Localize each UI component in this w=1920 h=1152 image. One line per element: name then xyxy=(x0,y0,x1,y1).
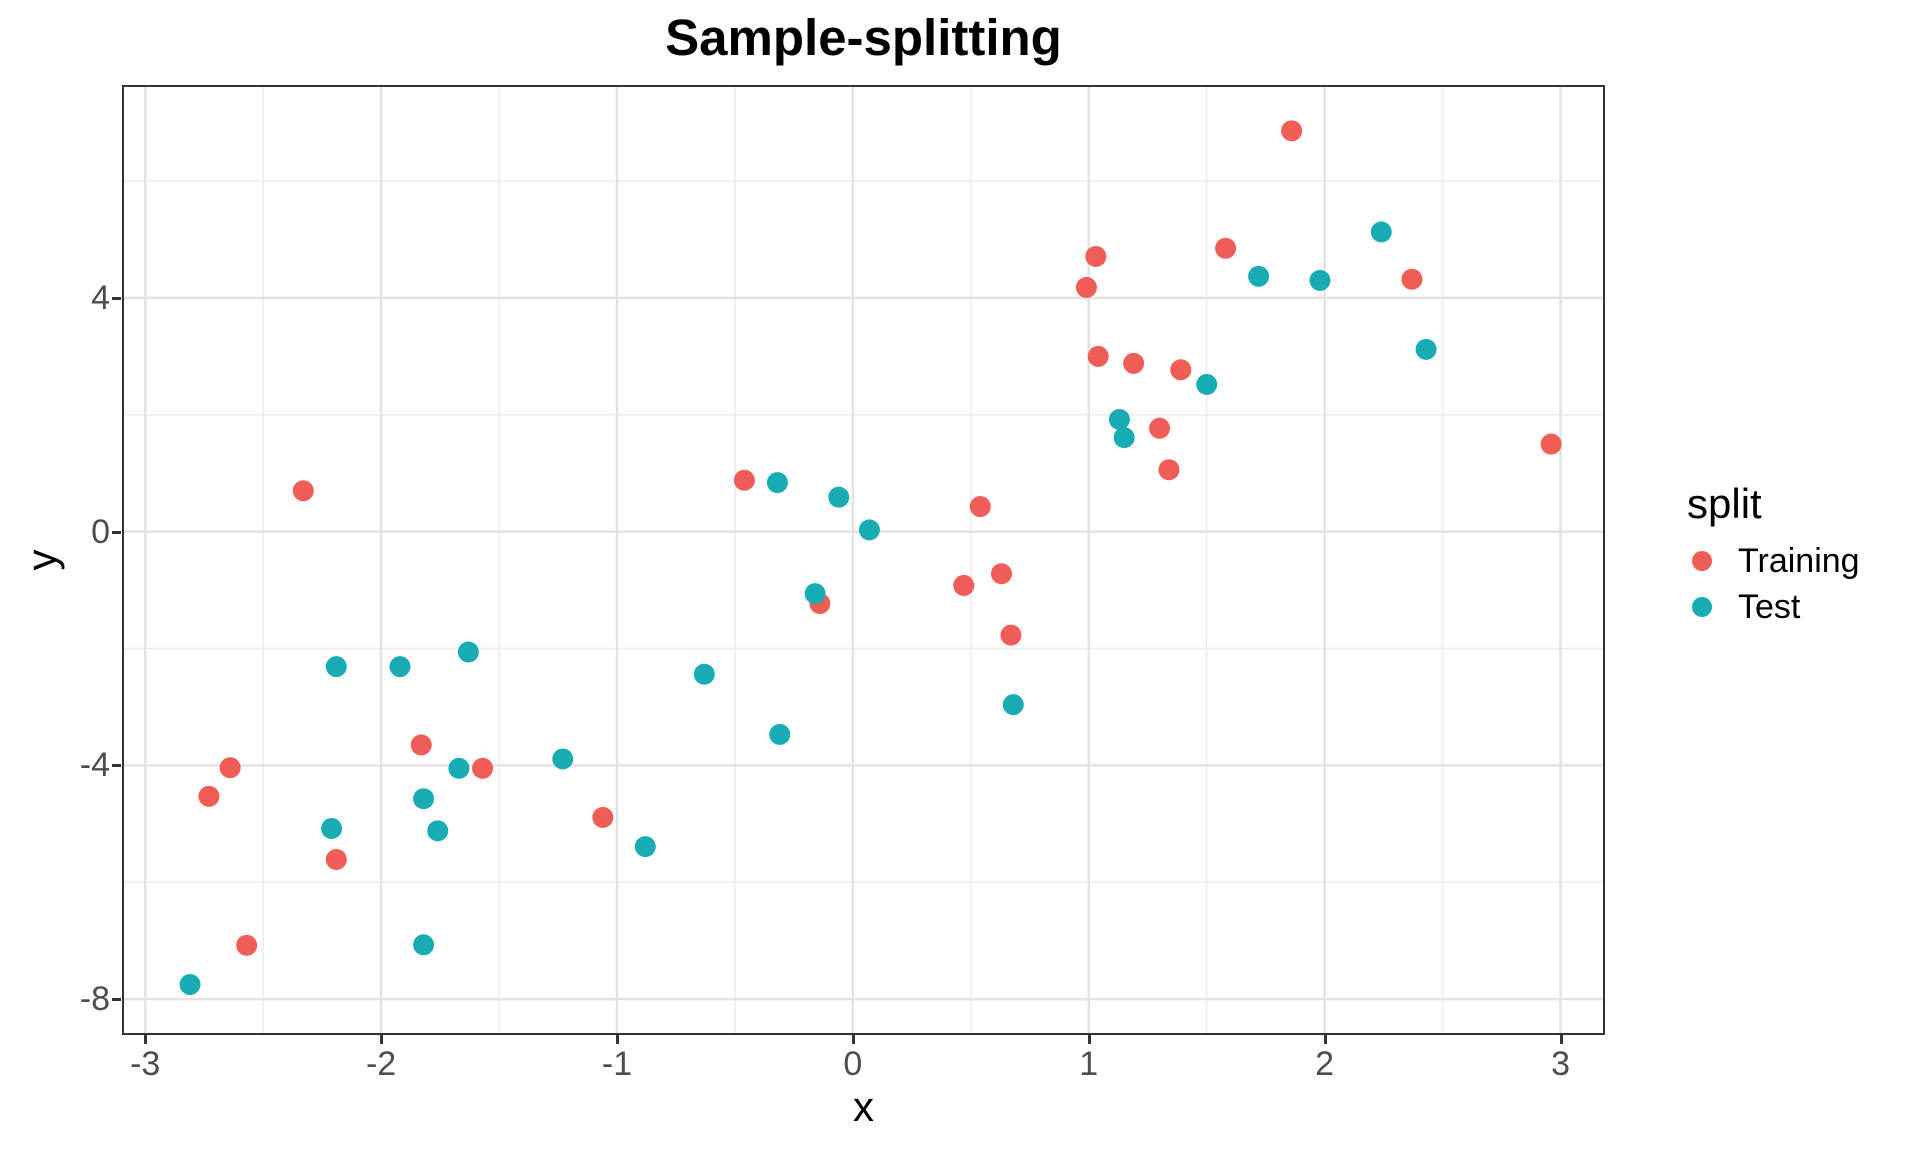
x-tick-mark xyxy=(1559,1035,1563,1044)
data-point-test xyxy=(389,656,411,678)
data-point-training xyxy=(236,934,258,956)
x-tick-label: 1 xyxy=(1079,1045,1099,1083)
x-tick-label: -1 xyxy=(601,1045,633,1083)
legend-item-training: Training xyxy=(1692,538,1860,584)
data-point-test xyxy=(766,472,788,494)
data-point-test xyxy=(1196,373,1218,395)
data-point-training xyxy=(325,848,347,870)
legend-label-test: Test xyxy=(1738,587,1801,626)
y-tick-mark xyxy=(112,530,121,534)
data-point-training xyxy=(1281,120,1303,142)
data-point-test xyxy=(457,641,479,663)
test-dot-icon xyxy=(1692,597,1712,617)
data-point-training xyxy=(1123,352,1145,374)
plot-panel xyxy=(122,85,1605,1035)
data-point-test xyxy=(1309,269,1331,291)
data-point-test xyxy=(858,519,880,541)
data-point-test xyxy=(769,723,791,745)
data-point-test xyxy=(413,788,435,810)
data-point-test xyxy=(828,486,850,508)
data-point-training xyxy=(1087,345,1109,367)
data-point-training xyxy=(1540,433,1562,455)
data-point-training xyxy=(990,563,1012,585)
data-point-training xyxy=(1075,276,1097,298)
x-tick-label: 0 xyxy=(843,1045,863,1083)
x-axis-title: x xyxy=(853,1083,874,1130)
data-point-test xyxy=(1415,338,1437,360)
data-point-training xyxy=(292,480,314,502)
legend-title: split xyxy=(1687,480,1762,527)
x-tick-mark xyxy=(1087,1035,1091,1044)
data-point-test xyxy=(1002,694,1024,716)
legend-items: Training Test xyxy=(1692,538,1860,630)
data-point-test xyxy=(1248,265,1270,287)
data-point-training xyxy=(1149,417,1171,439)
data-point-test xyxy=(552,748,574,770)
y-axis-title: y xyxy=(18,549,65,571)
y-tick-label: 4 xyxy=(91,278,110,317)
x-tick-label: -3 xyxy=(130,1045,161,1083)
y-tick-label: 0 xyxy=(91,512,110,551)
y-tick-mark xyxy=(112,296,121,300)
data-point-test xyxy=(634,836,656,858)
data-point-training xyxy=(969,496,991,518)
data-point-training xyxy=(1158,459,1180,481)
data-point-training xyxy=(953,574,975,596)
data-point-training xyxy=(219,757,241,779)
training-dot-icon xyxy=(1692,551,1712,571)
data-point-test xyxy=(413,934,435,956)
data-point-training xyxy=(410,734,432,756)
data-point-training xyxy=(733,469,755,491)
data-point-training xyxy=(1000,624,1022,646)
legend: split Training Test xyxy=(1687,478,1860,630)
x-tick-mark xyxy=(380,1035,384,1044)
x-tick-label: 3 xyxy=(1551,1045,1570,1083)
data-point-training xyxy=(592,806,614,828)
data-point-training xyxy=(1085,245,1107,267)
data-point-training xyxy=(472,757,494,779)
data-point-test xyxy=(179,974,201,996)
y-tick-mark xyxy=(112,998,121,1002)
data-point-training xyxy=(1215,237,1237,259)
y-tick-mark xyxy=(112,764,121,768)
data-point-test xyxy=(693,663,715,685)
data-point-test xyxy=(325,656,347,678)
x-tick-mark xyxy=(1323,1035,1327,1044)
x-tick-label: -2 xyxy=(365,1045,397,1083)
data-point-test xyxy=(427,820,449,842)
data-point-test xyxy=(448,757,470,779)
x-tick-mark xyxy=(616,1035,619,1044)
legend-item-test: Test xyxy=(1692,584,1860,630)
data-point-training xyxy=(1170,359,1192,381)
x-tick-mark xyxy=(851,1035,855,1044)
data-point-test xyxy=(1370,221,1392,243)
data-point-training xyxy=(198,785,220,807)
y-tick-label: -8 xyxy=(79,980,110,1019)
data-point-test xyxy=(1108,408,1130,430)
plot-svg xyxy=(124,87,1603,1033)
y-tick-label: -4 xyxy=(79,746,110,785)
data-point-training xyxy=(1401,268,1423,290)
data-point-test xyxy=(321,817,343,839)
data-point-test xyxy=(1113,427,1135,449)
legend-label-training: Training xyxy=(1738,541,1860,580)
chart-title: Sample-splitting xyxy=(665,9,1062,66)
data-point-test xyxy=(804,583,826,605)
x-tick-label: 2 xyxy=(1315,1045,1335,1083)
x-tick-mark xyxy=(144,1035,148,1044)
